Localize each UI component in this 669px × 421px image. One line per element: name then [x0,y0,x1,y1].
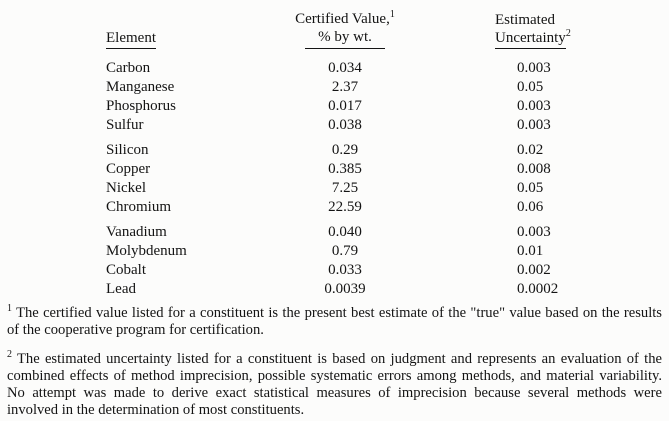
element-name: Vanadium [106,224,167,240]
uncertainty-value: 0.05 [517,180,544,196]
footnote-1: 1 The certified value listed for a const… [7,303,662,339]
element-name: Silicon [106,142,149,158]
certified-value: 7.25 [331,180,359,196]
uncertainty-header-line1: Estimated [495,12,555,28]
certified-value: 0.29 [331,142,359,158]
table-row: Cobalt 0.033 0.002 [0,261,669,280]
table-row: Chromium 22.59 0.06 [0,198,669,217]
footnote-1-text: The certified value listed for a constit… [7,305,662,338]
column-header-uncertainty: Estimated Uncertainty2 [420,11,669,49]
table-row: Silicon 0.29 0.02 [0,141,669,160]
uncertainty-header-line2: Uncertainty2 [495,29,669,49]
certified-value: 0.040 [328,224,362,240]
uncertainty-value: 0.02 [517,142,544,158]
footnote-ref-1: 1 [389,9,395,20]
certified-value: 2.37 [331,79,359,95]
footnote-2-text: The estimated uncertainty listed for a c… [7,351,662,418]
column-header-element: Element [0,29,270,49]
element-name: Chromium [106,199,172,215]
element-name: Cobalt [106,262,146,278]
element-group-1: Carbon 0.034 0.003 Manganese 2.37 0.05 P… [0,59,669,135]
table-row: Copper 0.385 0.008 [0,160,669,179]
column-header-certified-value: Certified Value,1 % by wt. [270,10,420,49]
footnote-2-marker: 2 [7,349,12,361]
table-row: Molybdenum 0.79 0.01 [0,242,669,261]
uncertainty-value: 0.0002 [517,281,559,297]
uncertainty-value: 0.003 [517,117,551,133]
uncertainty-value: 0.05 [517,79,544,95]
element-header-label: Element [106,29,156,49]
element-name: Manganese [106,79,175,95]
uncertainty-value: 0.06 [517,199,544,215]
uncertainty-value: 0.003 [517,60,551,76]
certified-value: 0.033 [328,262,362,278]
element-name: Nickel [106,180,146,196]
element-group-3: Vanadium 0.040 0.003 Molybdenum 0.79 0.0… [0,223,669,299]
footnotes-section: 1 The certified value listed for a const… [7,303,662,419]
element-group-2: Silicon 0.29 0.02 Copper 0.385 0.008 Nic… [0,141,669,217]
element-name: Copper [106,161,151,177]
table-row: Phosphorus 0.017 0.003 [0,97,669,116]
footnote-ref-2: 2 [565,28,571,39]
uncertainty-value: 0.003 [517,224,551,240]
table-row: Manganese 2.37 0.05 [0,78,669,97]
uncertainty-value: 0.002 [517,262,551,278]
element-name: Lead [106,281,136,297]
footnote-1-marker: 1 [7,303,12,315]
element-name: Molybdenum [106,243,187,259]
table-row: Lead 0.0039 0.0002 [0,280,669,299]
certified-value-header-line1: Certified Value,1 [295,9,395,28]
certified-value: 0.034 [328,60,362,76]
uncertainty-value: 0.003 [517,98,551,114]
element-name: Carbon [106,60,151,76]
table-body: Carbon 0.034 0.003 Manganese 2.37 0.05 P… [0,59,669,299]
table-row: Sulfur 0.038 0.003 [0,116,669,135]
table-row: Vanadium 0.040 0.003 [0,223,669,242]
certified-value: 0.038 [328,117,362,133]
uncertainty-value: 0.008 [517,161,551,177]
certified-value: 0.385 [328,161,362,177]
element-name: Sulfur [106,117,144,133]
table-row: Carbon 0.034 0.003 [0,59,669,78]
uncertainty-value: 0.01 [517,243,544,259]
table-header: Element Certified Value,1 % by wt. Estim… [0,10,669,49]
certified-value: 0.0039 [324,281,366,297]
certified-value: 0.017 [328,98,362,114]
certified-value: 0.79 [331,243,359,259]
table-row: Nickel 7.25 0.05 [0,179,669,198]
footnote-2: 2 The estimated uncertainty listed for a… [7,349,662,419]
certified-value-header-line2: % by wt. [270,28,420,49]
element-name: Phosphorus [106,98,177,114]
certified-value: 22.59 [328,199,362,215]
